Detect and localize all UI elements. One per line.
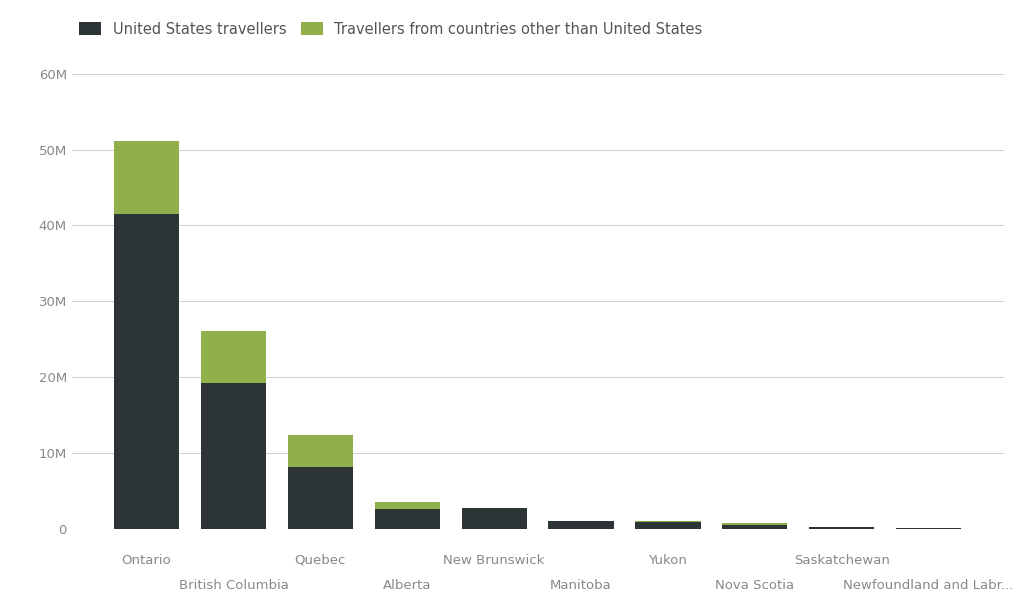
Bar	[375, 502, 440, 509]
Text: British Columbia: British Columbia	[178, 579, 289, 592]
Text: Yukon: Yukon	[648, 554, 687, 567]
Text: New Brunswick: New Brunswick	[443, 554, 545, 567]
Bar	[549, 522, 613, 529]
Text: Ontario: Ontario	[122, 554, 171, 567]
Bar	[375, 509, 440, 529]
Legend: United States travellers, Travellers from countries other than United States: United States travellers, Travellers fro…	[79, 22, 702, 37]
Bar	[635, 522, 700, 529]
Text: Alberta: Alberta	[383, 579, 431, 592]
Bar	[722, 523, 787, 525]
Bar	[635, 521, 700, 522]
Text: Newfoundland and Labr...: Newfoundland and Labr...	[844, 579, 1014, 592]
Bar	[722, 525, 787, 529]
Bar	[201, 383, 266, 529]
Bar	[201, 331, 266, 383]
Bar	[288, 435, 353, 467]
Bar	[288, 467, 353, 529]
Text: Nova Scotia: Nova Scotia	[715, 579, 795, 592]
Bar	[462, 507, 526, 509]
Bar	[114, 141, 179, 214]
Text: Manitoba: Manitoba	[550, 579, 612, 592]
Bar	[809, 528, 874, 529]
Text: Saskatchewan: Saskatchewan	[794, 554, 890, 567]
Text: Quebec: Quebec	[295, 554, 346, 567]
Bar	[114, 214, 179, 529]
Bar	[462, 509, 526, 529]
